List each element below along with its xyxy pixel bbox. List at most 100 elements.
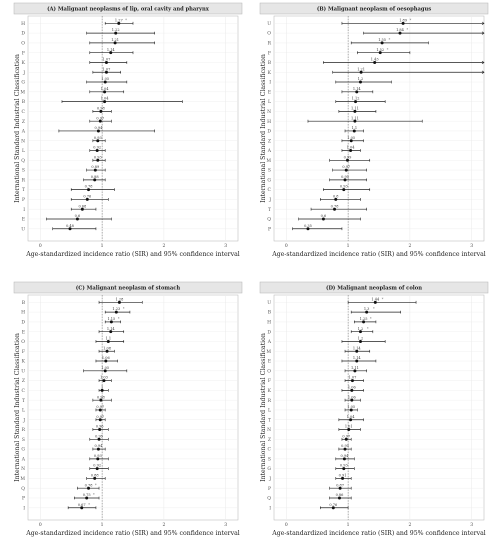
category-label: A: [267, 339, 272, 345]
sir-point: [358, 80, 362, 84]
category-label: D: [267, 129, 271, 135]
x-tick-label: 0: [39, 522, 42, 528]
sir-value-label: 0.6: [321, 214, 327, 218]
sir-point: [99, 398, 103, 402]
sir-point: [87, 188, 91, 192]
sir-value-label: 1.14: [107, 48, 116, 52]
category-label: H: [21, 21, 25, 27]
sir-value-label: 1.03: [100, 376, 108, 380]
sir-point: [102, 379, 106, 383]
sir-value-label: 1.84: [396, 28, 405, 32]
y-axis-title: International Standard Industrial Classi…: [14, 54, 21, 203]
sir-point: [95, 467, 99, 471]
sir-point: [93, 168, 97, 172]
sir-value-label: 1.2: [358, 337, 364, 341]
sir-value-label: 1.21: [357, 67, 365, 71]
category-label: S: [22, 168, 25, 174]
category-label: A: [21, 456, 26, 462]
category-label: T: [268, 417, 271, 423]
sir-point: [353, 119, 357, 123]
category-label: B: [22, 99, 26, 105]
sir-point: [350, 398, 354, 402]
sir-point: [105, 349, 109, 353]
sir-point: [353, 369, 357, 373]
y-axis-title: International Standard Industrial Classi…: [260, 54, 267, 203]
significance-marker: *: [95, 483, 97, 487]
category-label: E: [268, 359, 271, 365]
category-label: Z: [268, 437, 271, 443]
sir-value-label: 0.93: [94, 155, 102, 159]
sir-value-label: 1.1: [352, 126, 358, 130]
sir-point: [103, 90, 107, 94]
category-label: T: [268, 207, 271, 213]
significance-marker: *: [382, 297, 384, 301]
category-label: N: [267, 109, 271, 115]
sir-value-label: 0.97: [96, 405, 104, 409]
category-label: T: [22, 187, 25, 193]
significance-marker: *: [389, 38, 391, 42]
sir-value-label: 1.12: [352, 97, 360, 101]
plot-area: [273, 294, 485, 521]
sir-point: [93, 476, 97, 480]
sir-point: [321, 217, 325, 221]
sir-point: [350, 379, 354, 383]
sir-point: [343, 447, 347, 451]
category-label: M: [266, 158, 271, 164]
significance-marker: *: [88, 503, 90, 507]
sir-value-label: 1.15: [107, 317, 115, 321]
sir-value-label: 1.27: [115, 18, 123, 22]
sir-point: [98, 119, 102, 123]
ci-arrow: [481, 21, 485, 25]
sir-value-label: 0.89: [91, 165, 99, 169]
category-label: Z: [22, 119, 25, 125]
sir-point: [378, 51, 382, 55]
sir-point: [100, 388, 104, 392]
category-label: P: [22, 197, 25, 203]
category-label: D: [21, 320, 25, 326]
sir-point: [97, 437, 101, 441]
sir-value-label: 0.95: [341, 175, 349, 179]
sir-point: [68, 227, 72, 231]
plot-area: [27, 15, 239, 242]
category-label: U: [21, 368, 25, 374]
sir-value-label: 1.25: [360, 317, 368, 321]
sir-point: [358, 330, 362, 334]
category-label: M: [20, 476, 25, 482]
sir-point: [349, 139, 353, 143]
category-label: F: [22, 349, 25, 355]
sir-value-label: 0.67: [78, 503, 86, 507]
category-label: A: [21, 129, 26, 135]
sir-point: [334, 197, 338, 201]
sir-point: [117, 21, 121, 25]
category-label: G: [267, 466, 271, 472]
sir-value-label: 0.6: [75, 214, 81, 218]
sir-point: [355, 90, 359, 94]
sir-point: [355, 349, 359, 353]
significance-marker: *: [410, 18, 412, 22]
significance-marker: *: [367, 327, 369, 331]
category-label: N: [267, 427, 271, 433]
significance-marker: *: [93, 493, 95, 497]
sir-value-label: 0.93: [94, 136, 102, 140]
sir-value-label: 1.08: [103, 346, 111, 350]
x-tick-label: 3: [470, 522, 473, 528]
sir-point: [349, 149, 353, 153]
sir-value-label: 0.88: [91, 474, 99, 478]
sir-value-label: 0.97: [96, 116, 104, 120]
sir-point: [103, 80, 107, 84]
sir-value-label: 1.07: [103, 58, 111, 62]
x-tick-label: 2: [162, 243, 165, 249]
sir-value-label: 1.07: [103, 67, 111, 71]
category-label: E: [22, 329, 25, 335]
category-label: H: [21, 310, 25, 316]
sir-value-label: 0.92: [93, 146, 101, 150]
sir-value-label: 1.1: [106, 337, 112, 341]
panel-title: (A) Malignant neoplasms of lip, oral cav…: [47, 6, 210, 13]
panel-title: (B) Malignant neoplasm of oesophagus: [317, 6, 431, 13]
sir-value-label: 0.8: [333, 195, 339, 199]
significance-marker: *: [407, 28, 409, 32]
category-label: N: [21, 466, 25, 472]
sir-point: [85, 496, 89, 500]
sir-value-label: 0.93: [94, 454, 102, 458]
category-label: Q: [267, 496, 271, 502]
